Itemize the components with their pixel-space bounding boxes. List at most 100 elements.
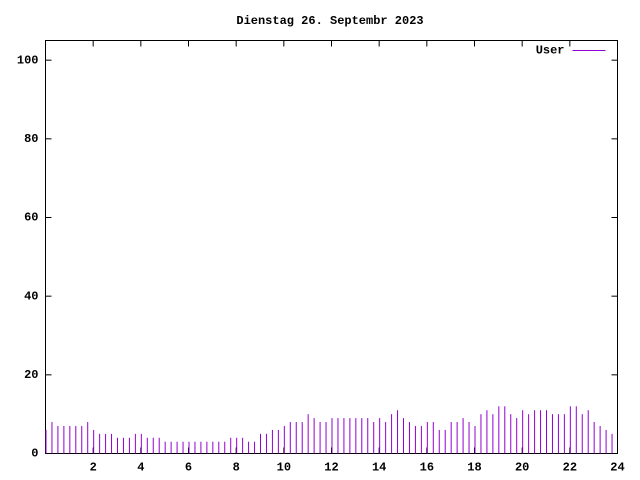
impulse-bar — [540, 410, 542, 454]
impulse-bar — [265, 433, 267, 454]
impulse-bar — [450, 422, 452, 454]
impulse-bar — [325, 422, 327, 454]
y-tick-label: 80 — [24, 132, 38, 146]
impulse-bar — [248, 441, 250, 454]
x-tick-label: 10 — [277, 461, 291, 475]
impulse-bar — [218, 441, 220, 454]
impulse-bar — [182, 441, 184, 454]
impulse-bar — [444, 429, 446, 454]
impulse-bar — [546, 410, 547, 454]
impulse-bar — [587, 410, 589, 454]
y-tick-label: 20 — [24, 368, 38, 382]
x-tick-label: 22 — [563, 461, 577, 475]
impulse-bar — [480, 414, 482, 454]
impulse-bar — [391, 414, 393, 454]
impulse-bar — [319, 422, 321, 454]
impulse-bar — [510, 414, 512, 454]
impulse-bar — [152, 437, 154, 454]
impulse-bar — [504, 406, 506, 454]
impulse-bar — [69, 425, 71, 454]
impulse-bar — [212, 441, 214, 454]
impulse-bar — [87, 422, 89, 454]
impulse-bar — [551, 414, 553, 454]
impulse-bar — [254, 441, 256, 454]
impulse-bar — [271, 429, 273, 454]
impulse-bar — [611, 433, 613, 454]
x-tick-label: 20 — [515, 461, 529, 475]
impulse-bar — [498, 406, 500, 454]
impulse-bar — [522, 410, 524, 454]
x-tick-label: 6 — [185, 461, 192, 475]
impulse-bar — [307, 414, 309, 454]
impulse-bar — [569, 406, 571, 454]
impulse-bar — [301, 422, 303, 454]
impulse-bar — [188, 441, 190, 454]
impulse-bar — [557, 414, 559, 454]
impulse-bar — [432, 422, 434, 454]
x-tick-label: 14 — [372, 461, 386, 475]
impulse-bar — [242, 437, 244, 454]
impulse-bar — [397, 410, 399, 454]
impulse-bar — [456, 422, 458, 454]
impulse-bar — [236, 437, 238, 454]
impulse-bar — [105, 433, 107, 454]
impulse-bar — [99, 433, 101, 454]
x-tick-label: 24 — [610, 461, 624, 475]
impulse-bar — [373, 422, 375, 454]
impulse-bar — [563, 414, 565, 454]
impulse-bar — [474, 425, 476, 454]
impulse-bar — [176, 441, 178, 454]
impulse-bar — [438, 429, 440, 454]
impulse-bar — [361, 418, 363, 454]
impulse-bar — [224, 441, 226, 454]
impulse-bar — [516, 418, 518, 454]
y-tick-label: 40 — [24, 289, 38, 303]
impulse-bar — [146, 437, 148, 454]
y-tick-label: 100 — [17, 53, 39, 67]
impulse-bar — [593, 422, 595, 454]
impulse-bar — [379, 418, 381, 454]
impulse-bar — [260, 433, 261, 454]
impulse-bar — [164, 441, 166, 454]
impulse-bar — [63, 425, 65, 454]
impulse-bar — [414, 425, 416, 454]
impulse-bar — [575, 406, 577, 454]
impulse-bar — [45, 429, 47, 454]
y-tick-label: 0 — [31, 447, 38, 461]
impulse-bar — [343, 418, 345, 454]
impulse-bar — [75, 425, 77, 454]
impulse-bar — [200, 441, 202, 454]
impulse-bar — [367, 418, 369, 454]
impulse-bar — [534, 410, 536, 454]
impulse-bar — [492, 414, 494, 454]
impulse-bar — [486, 410, 488, 454]
chart-title: Dienstag 26. Septembr 2023 — [236, 14, 423, 28]
impulse-bar — [122, 437, 124, 454]
x-tick-label: 16 — [420, 461, 434, 475]
impulse-bar — [57, 425, 59, 454]
impulse-bar — [128, 437, 130, 454]
impulse-bar — [403, 418, 404, 454]
impulse-bar — [140, 433, 142, 454]
x-tick-label: 12 — [324, 461, 338, 475]
impulse-bar — [117, 437, 118, 454]
impulse-bar — [420, 425, 422, 454]
impulse-bar — [111, 433, 113, 454]
impulse-bar — [289, 422, 291, 454]
x-tick-label: 8 — [233, 461, 240, 475]
impulse-bar — [93, 429, 95, 454]
y-tick-label: 60 — [24, 211, 38, 225]
impulse-bar — [277, 429, 279, 454]
impulse-bar — [295, 422, 297, 454]
impulse-bar — [426, 422, 428, 454]
impulse-bar — [81, 425, 83, 454]
impulse-bar — [206, 441, 208, 454]
impulse-bar — [349, 418, 351, 454]
legend-label: User — [536, 44, 565, 58]
impulse-bar — [331, 418, 333, 454]
impulse-bar — [194, 441, 196, 454]
impulse-bar — [283, 425, 285, 454]
impulse-bar — [230, 437, 232, 454]
